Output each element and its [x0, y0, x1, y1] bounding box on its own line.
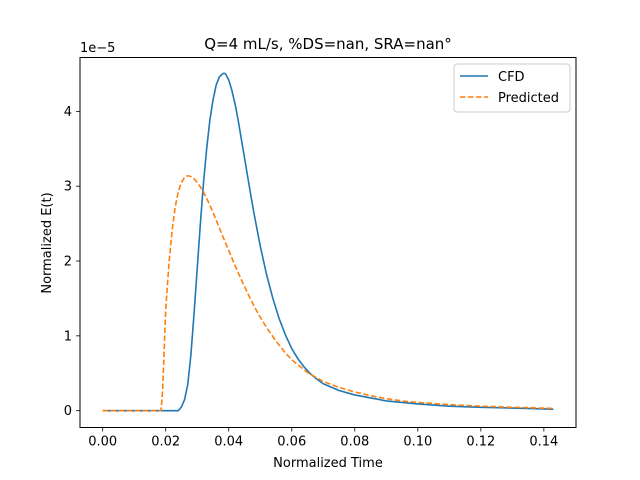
x-tick-label: 0.06 — [277, 435, 306, 450]
y-axis-label: Normalized E(t) — [40, 192, 55, 293]
x-tick-label: 0.14 — [529, 435, 558, 450]
axis-ticks: 0.00 0.02 0.04 0.06 0.08 0.10 0.12 0.14 0 1 2 3 4 — [64, 105, 559, 450]
axes-frame — [79, 57, 577, 428]
x-tick-label: 0.08 — [340, 435, 369, 450]
x-tick-label: 0.04 — [214, 435, 243, 450]
legend-label-predicted: Predicted — [498, 91, 559, 106]
legend-label-cfd: CFD — [498, 70, 525, 85]
plot-area — [102, 72, 554, 412]
x-tick-label: 0.10 — [403, 435, 432, 450]
y-tick-label: 3 — [64, 180, 72, 195]
y-offset-label: 1e−5 — [80, 41, 115, 56]
y-tick-label: 4 — [64, 105, 72, 120]
series-line-predicted — [102, 174, 554, 412]
y-tick-label: 2 — [64, 255, 72, 270]
legend: CFD Predicted — [453, 63, 571, 113]
x-tick-label: 0.02 — [151, 435, 180, 450]
chart-title: Q=4 mL/s, %DS=nan, SRA=nan° — [204, 35, 452, 53]
y-tick-label: 0 — [64, 404, 72, 419]
x-tick-label: 0.00 — [88, 435, 117, 450]
x-axis-label: Normalized Time — [273, 456, 383, 471]
x-tick-label: 0.12 — [466, 435, 495, 450]
series-line-cfd — [102, 72, 554, 412]
y-tick-label: 1 — [64, 329, 72, 344]
